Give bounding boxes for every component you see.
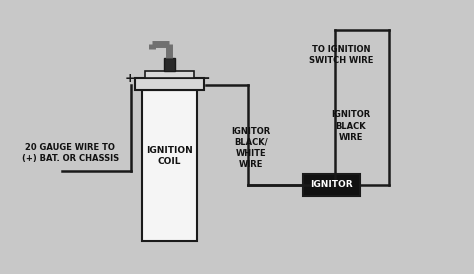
Bar	[142, 90, 197, 241]
Bar	[145, 71, 194, 78]
Bar	[135, 78, 204, 90]
Text: IGNITION
COIL: IGNITION COIL	[146, 146, 193, 166]
Text: −: −	[198, 72, 210, 86]
Text: 20 GAUGE WIRE TO
(+) BAT. OR CHASSIS: 20 GAUGE WIRE TO (+) BAT. OR CHASSIS	[22, 143, 119, 164]
Bar	[164, 58, 175, 71]
Text: +: +	[125, 72, 136, 85]
Text: IGNITOR
BLACK/
WHITE
WIRE: IGNITOR BLACK/ WHITE WIRE	[232, 127, 271, 169]
Text: IGNITOR: IGNITOR	[310, 181, 353, 189]
Text: IGNITOR
BLACK
WIRE: IGNITOR BLACK WIRE	[331, 110, 370, 142]
Text: TO IGNITION
SWITCH WIRE: TO IGNITION SWITCH WIRE	[309, 45, 374, 65]
Bar	[303, 174, 360, 196]
